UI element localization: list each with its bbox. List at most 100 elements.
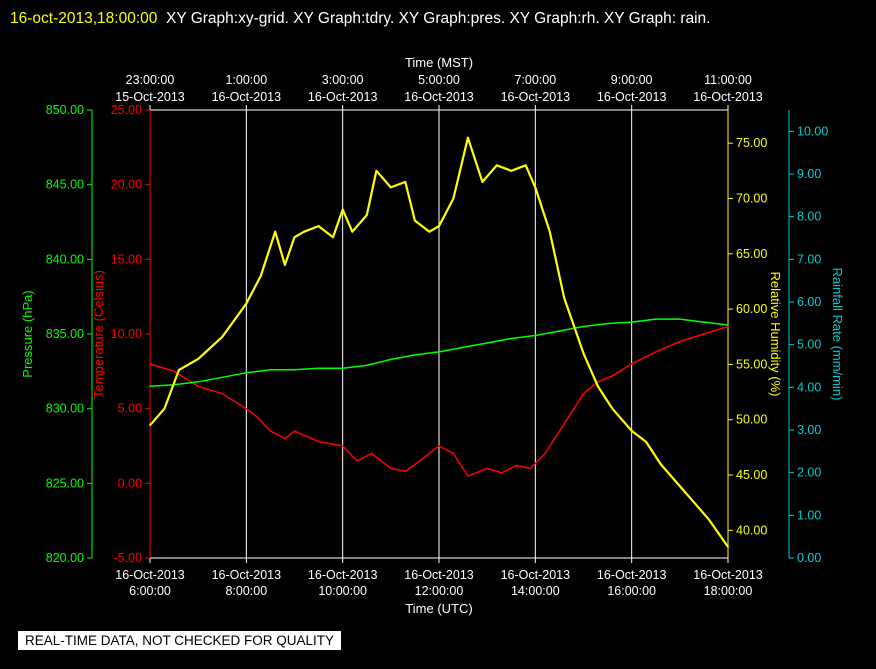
x-tick-label-top-date: 16-Oct-2013 (693, 90, 763, 104)
pressure-point (317, 367, 320, 370)
pressure-point (365, 364, 368, 367)
pressure-point (654, 318, 657, 320)
humidity-point (221, 335, 224, 338)
x-tick-label-bottom-date: 16-Oct-2013 (212, 568, 282, 582)
rain-tick-label: 1.00 (797, 508, 821, 522)
temperature-series-line (149, 325, 729, 477)
humidity-point (341, 208, 344, 211)
temperature-point (597, 380, 599, 383)
x-tick-label-bottom-date: 16-Oct-2013 (115, 568, 185, 582)
x-tick-label-bottom-time: 18:00:00 (704, 584, 753, 598)
x-tick-label-bottom-time: 8:00:00 (225, 584, 267, 598)
humidity-tick-label: 60.00 (736, 302, 767, 316)
humidity-point (317, 225, 320, 227)
temperature-tick-label: 25.00 (111, 103, 142, 117)
x-tick-label-top-time: 3:00:00 (322, 73, 364, 87)
temperature-point (573, 407, 575, 410)
pressure-point (679, 318, 681, 320)
x-tick-label-bottom-date: 16-Oct-2013 (693, 568, 763, 582)
pressure-point (486, 342, 488, 344)
humidity-point (438, 225, 440, 227)
temperature-tick-label: 5.00 (118, 402, 142, 416)
chart-header: 16-oct-2013,18:00:00 XY Graph:xy-grid. X… (10, 3, 866, 34)
pressure-point (510, 337, 513, 340)
temperature-point (486, 467, 488, 470)
humidity-point (259, 275, 262, 277)
temperature-point (197, 385, 199, 388)
humidity-point (481, 181, 484, 183)
rain-tick-label: 10.00 (797, 124, 828, 138)
x-axis-label-top: Time (MST) (405, 55, 473, 70)
x-tick-label-top-time: 5:00:00 (418, 73, 460, 87)
humidity-point (467, 136, 469, 139)
temperature-point (341, 445, 344, 447)
rain-tick-label: 4.00 (797, 380, 821, 394)
x-tick-label-top-time: 23:00:00 (126, 73, 175, 87)
rain-tick-label: 3.00 (797, 423, 821, 437)
temperature-point (356, 460, 358, 462)
pressure-tick-label: 830.00 (46, 402, 84, 416)
humidity-point (414, 219, 416, 222)
pressure-point (197, 380, 199, 383)
temperature-point (500, 472, 503, 474)
temperature-point (245, 407, 248, 410)
pressure-tick-label: 845.00 (46, 178, 84, 192)
temperature-point (611, 375, 614, 377)
pressure-point (438, 351, 440, 353)
pressure-point (245, 372, 248, 374)
humidity-point (332, 236, 334, 239)
x-tick-label-bottom-time: 12:00:00 (415, 584, 464, 598)
pressure-axis-label: Pressure (hPa) (20, 290, 35, 377)
humidity-point (630, 429, 633, 432)
grid-layer (149, 110, 729, 558)
humidity-point (390, 186, 392, 189)
humidity-point (163, 407, 166, 410)
temperature-point (544, 452, 546, 455)
temperature-point (284, 437, 286, 440)
humidity-point (284, 264, 286, 266)
pressure-point (390, 358, 392, 361)
pressure-tick-label: 835.00 (46, 327, 84, 341)
humidity-tick-label: 45.00 (736, 468, 767, 482)
humidity-tick-label: 75.00 (736, 136, 767, 150)
humidity-point (149, 424, 151, 427)
humidity-point (452, 197, 455, 200)
humidity-point (597, 385, 599, 388)
header-timestamp: 16-oct-2013,18:00:00 (10, 10, 158, 27)
rain-tick-label: 9.00 (797, 167, 821, 181)
x-tick-label-bottom-time: 10:00:00 (318, 584, 367, 598)
temperature-point (654, 351, 657, 353)
label-layer: 16-Oct-2013 6:00:00 23:00:00 15-Oct-2013 16-… (20, 55, 845, 616)
x-tick-label-bottom-date: 16-Oct-2013 (404, 568, 474, 582)
x-tick-label-top-date: 16-Oct-2013 (308, 90, 378, 104)
x-tick-label-top-date: 16-Oct-2013 (404, 90, 474, 104)
humidity-point (659, 463, 662, 465)
temperature-point (173, 370, 175, 373)
pressure-point (582, 325, 585, 328)
temperature-point (269, 430, 272, 432)
header-title: XY Graph:xy-grid. XY Graph:tdry. XY Grap… (166, 10, 711, 27)
humidity-point (645, 441, 647, 443)
humidity-tick-label: 70.00 (736, 191, 767, 205)
x-axis-label-bottom: Time (UTC) (405, 601, 472, 616)
x-tick-label-bottom-date: 16-Oct-2013 (308, 568, 378, 582)
x-tick-label-top-date: 15-Oct-2013 (115, 90, 185, 104)
temperature-point (317, 440, 320, 443)
rain-tick-label: 2.00 (797, 466, 821, 480)
temperature-point (630, 363, 633, 365)
pressure-tick-label: 840.00 (46, 252, 84, 266)
temperature-axis-label: Temperature (Celsius) (91, 270, 106, 398)
pressure-tick-label: 850.00 (46, 103, 84, 117)
x-tick-label-top-date: 16-Oct-2013 (501, 90, 571, 104)
humidity-point (679, 485, 681, 487)
rain-axis-label: Rainfall Rate (mm/min) (830, 268, 845, 401)
temperature-tick-label: 0.00 (118, 476, 142, 490)
temperature-point (221, 392, 224, 395)
x-tick-label-bottom-date: 16-Oct-2013 (501, 568, 571, 582)
pressure-point (703, 321, 705, 323)
temperature-point (529, 467, 532, 470)
axes-layer (87, 105, 794, 563)
x-tick-label-bottom-time: 14:00:00 (511, 584, 560, 598)
x-tick-label-bottom-time: 16:00:00 (607, 584, 656, 598)
